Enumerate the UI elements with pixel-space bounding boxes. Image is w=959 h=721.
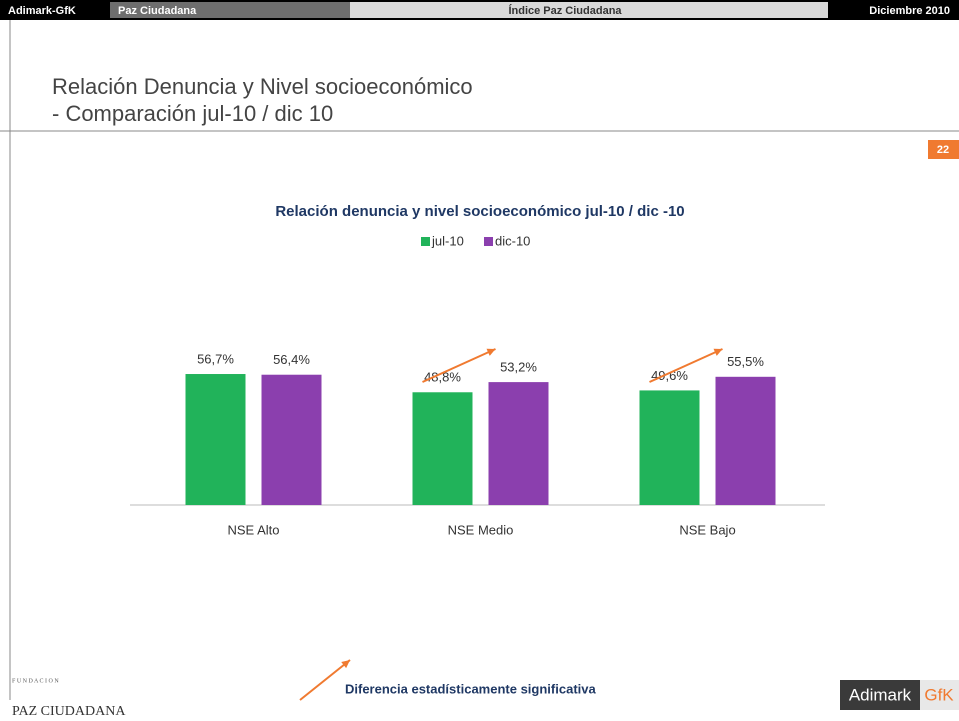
slide-subtitle: - Comparación jul-10 / dic 10 [52, 101, 333, 126]
arrow-head [486, 348, 496, 356]
logo-right-a: Adimark [849, 685, 912, 704]
arrow-shaft [422, 348, 496, 383]
header-section-text: Paz Ciudadana [118, 5, 197, 17]
logo-right-gfk-bg [920, 680, 959, 710]
header-center [350, 2, 828, 18]
header-date: Diciembre 2010 [869, 5, 950, 17]
header-brand: Adimark-GfK [8, 5, 76, 17]
arrow-head [341, 660, 350, 669]
value-label: 56,4% [273, 352, 310, 367]
x-tick-label: NSE Bajo [679, 522, 735, 537]
legend-swatch [484, 237, 493, 246]
value-label: 56,7% [197, 351, 234, 366]
value-label: 53,2% [500, 360, 537, 375]
arrow-shaft [299, 659, 351, 701]
legend-swatch [421, 237, 430, 246]
legend-label: dic-10 [495, 233, 530, 248]
bar [261, 374, 322, 505]
bar [639, 390, 700, 505]
arrow-shaft [649, 348, 723, 383]
legend-label: jul-10 [431, 233, 464, 248]
value-label: 55,5% [727, 354, 764, 369]
logo-left-top: F U N D A C I O N [12, 678, 59, 684]
x-tick-label: NSE Medio [448, 522, 514, 537]
slide-title: Relación Denuncia y Nivel socioeconómico [52, 74, 473, 99]
logo-right-b: GfK [924, 685, 954, 704]
logo-left: PAZ CIUDADANA [12, 704, 126, 719]
x-tick-label: NSE Alto [227, 522, 279, 537]
value-label: 49,6% [651, 368, 688, 383]
bar [185, 374, 246, 505]
footer-note: Diferencia estadísticamente significativ… [345, 681, 596, 696]
bar [488, 382, 549, 505]
page-number: 22 [937, 144, 949, 156]
bar [715, 376, 776, 505]
arrow-head [713, 348, 723, 356]
header-section [110, 2, 350, 18]
value-label: 48,8% [424, 370, 461, 385]
chart-title: Relación denuncia y nivel socioeconómico… [275, 203, 684, 220]
header-center-text: Índice Paz Ciudadana [508, 4, 622, 17]
bar [412, 392, 473, 505]
page-badge [928, 140, 959, 159]
